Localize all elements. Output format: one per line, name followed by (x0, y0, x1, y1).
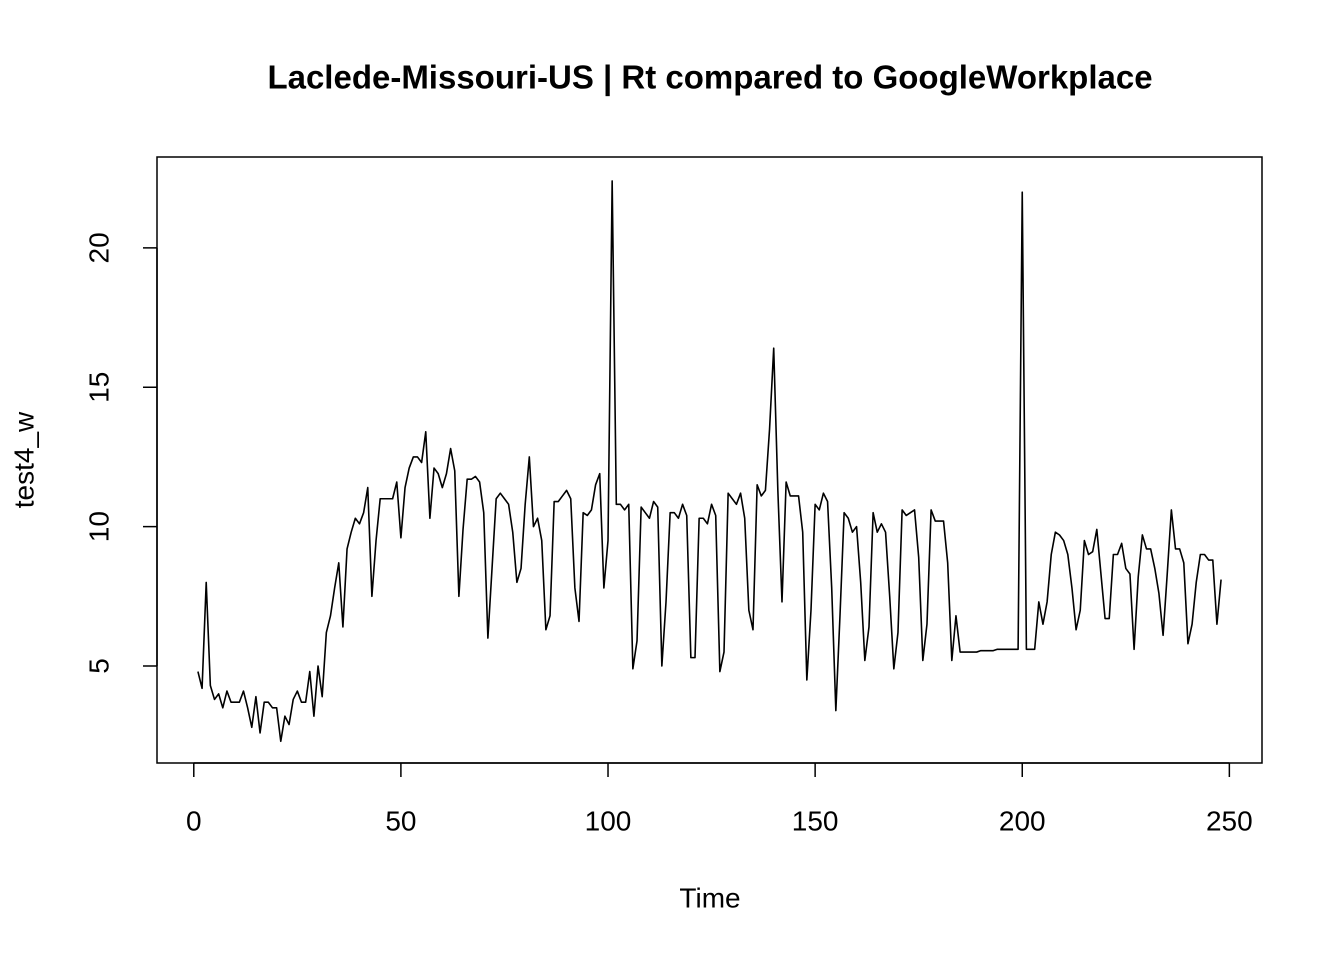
y-tick-label: 5 (83, 658, 114, 674)
x-tick-label: 0 (186, 805, 202, 836)
y-tick-label: 15 (83, 372, 114, 403)
x-tick-label: 100 (585, 805, 632, 836)
y-tick-label: 10 (83, 511, 114, 542)
y-tick-label: 20 (83, 232, 114, 263)
series-line (197, 180, 1222, 743)
y-axis-label: test4_w (8, 411, 39, 508)
plot-box (156, 156, 1263, 764)
chart-title: Laclede-Missouri-US | Rt compared to Goo… (267, 59, 1152, 96)
x-tick-label: 150 (792, 805, 839, 836)
x-tick-label: 250 (1206, 805, 1253, 836)
x-axis-label: Time (679, 882, 740, 913)
x-tick-label: 50 (385, 805, 416, 836)
x-tick-label: 200 (999, 805, 1046, 836)
